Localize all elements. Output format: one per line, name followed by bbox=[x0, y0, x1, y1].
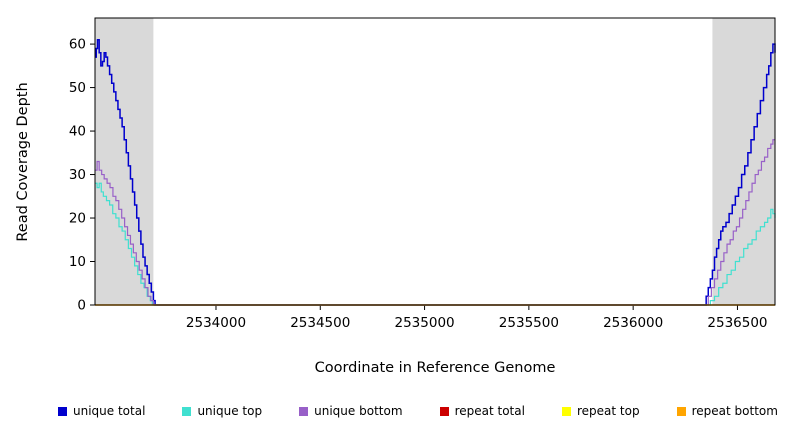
y-tick-label: 60 bbox=[69, 37, 86, 53]
x-tick-label: 2534000 bbox=[186, 315, 246, 331]
legend-label: repeat total bbox=[454, 404, 525, 418]
square-swatch-icon bbox=[676, 406, 686, 416]
legend-item: repeat bottom bbox=[676, 404, 778, 418]
legend-label: repeat bottom bbox=[691, 404, 778, 418]
legend-item: repeat top bbox=[561, 404, 640, 418]
y-tick-label: 20 bbox=[69, 211, 86, 227]
square-swatch-icon bbox=[182, 406, 192, 416]
series-unique-bottom bbox=[95, 139, 775, 306]
legend-item: repeat total bbox=[439, 404, 525, 418]
legend-label: unique bottom bbox=[314, 404, 403, 418]
y-tick-label: 0 bbox=[77, 298, 86, 314]
legend: unique total unique top unique bottom repea… bbox=[0, 396, 792, 426]
x-tick-label: 2535000 bbox=[395, 315, 455, 331]
x-tick-label: 2535500 bbox=[499, 315, 559, 331]
legend-label: unique top bbox=[197, 404, 263, 418]
legend-item: unique total bbox=[58, 404, 145, 418]
square-swatch-icon bbox=[561, 406, 571, 416]
series-unique-total bbox=[95, 38, 776, 306]
y-tick-label: 30 bbox=[69, 167, 86, 183]
legend-item: unique top bbox=[182, 404, 262, 418]
coverage-plot-svg: 2534000 2534500 2535000 2535500 2536000 25365… bbox=[15, 17, 776, 376]
legend-label: repeat top bbox=[576, 404, 640, 418]
x-tick-label: 2536000 bbox=[603, 315, 663, 331]
series-unique-top bbox=[95, 182, 776, 306]
plot-border bbox=[94, 17, 776, 306]
y-tick-label: 10 bbox=[69, 254, 86, 270]
x-axis-label: Coordinate in Reference Genome bbox=[315, 360, 556, 376]
x-tick-label: 2534500 bbox=[290, 315, 350, 331]
legend-item: unique bottom bbox=[299, 404, 403, 418]
square-swatch-icon bbox=[439, 406, 449, 416]
square-swatch-icon bbox=[58, 406, 67, 416]
x-tick-label: 2536500 bbox=[707, 315, 767, 331]
square-swatch-icon bbox=[299, 406, 309, 416]
y-tick-label: 40 bbox=[69, 124, 86, 140]
dynamic-plot-layer: 2534000 2534500 2535000 2535500 2536000 25365… bbox=[69, 17, 776, 331]
y-tick-label: 50 bbox=[69, 80, 86, 96]
y-axis-label: Read Coverage Depth bbox=[15, 82, 31, 241]
legend-label: unique total bbox=[73, 404, 146, 418]
